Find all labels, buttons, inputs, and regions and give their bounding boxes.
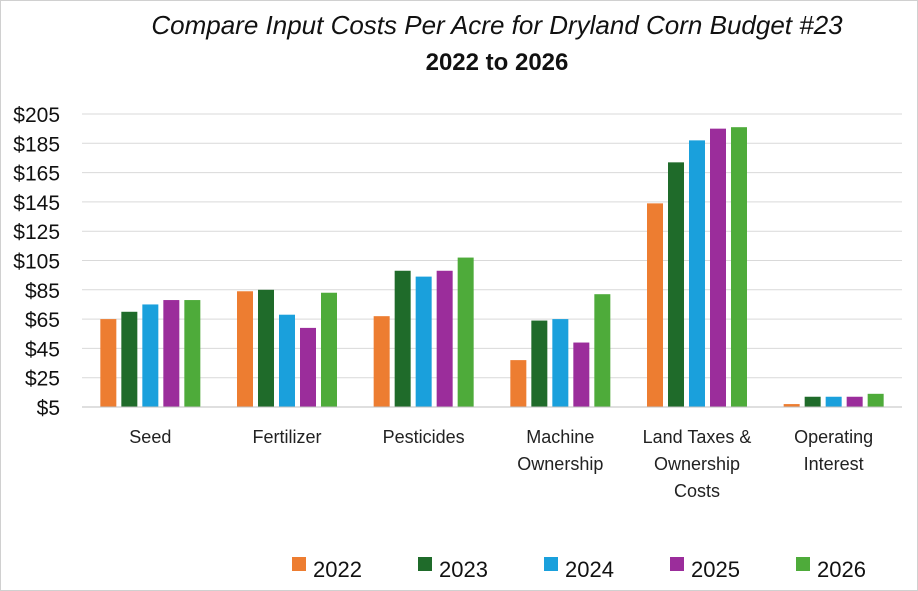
gridlines [82,113,902,379]
chart-title: Compare Input Costs Per Acre for Dryland… [151,10,843,40]
legend-label-2026: 2026 [817,557,866,582]
legend-swatch-2025 [670,557,684,571]
y-tick-label: $65 [25,309,60,332]
bar-2023-seed [121,311,138,407]
bar-2025-machine-ownership [573,342,590,407]
bar-2022-pesticides [373,316,390,407]
legend-swatch-2026 [796,557,810,571]
bars [100,127,884,407]
y-tick-label: $5 [37,397,60,420]
y-tick-label: $145 [13,192,60,215]
chart-subtitle: 2022 to 2026 [426,49,569,76]
bar-2022-land-taxes-ownership-costs [647,203,663,407]
y-tick-label: $105 [13,251,60,274]
bar-2025-land-taxes-ownership-costs [710,128,726,407]
x-tick-label: Pesticides [383,427,465,447]
legend-label-2025: 2025 [691,557,740,582]
x-tick-label: Operating Interest [794,427,873,474]
bar-2023-machine-ownership [531,320,548,407]
bar-2025-operating-interest [846,396,863,407]
bar-2024-seed [142,304,159,407]
bar-2025-pesticides [436,270,453,407]
bar-2022-machine-ownership [510,360,527,407]
x-tick-label: Fertilizer [252,427,321,447]
legend-label-2024: 2024 [565,557,614,582]
bar-2024-pesticides [415,276,432,407]
y-tick-label: $45 [25,338,60,361]
bar-2024-land-taxes-ownership-costs [689,140,705,407]
y-tick-label: $165 [13,163,60,186]
bar-2022-seed [100,319,117,407]
bar-2026-machine-ownership [594,294,611,407]
legend-swatch-2024 [544,557,558,571]
x-tick-label: Machine Ownership [517,427,603,474]
bar-2023-land-taxes-ownership-costs [668,162,684,407]
bar-2022-operating-interest [783,404,800,407]
bar-2023-fertilizer [258,289,274,407]
bar-2026-pesticides [457,257,474,407]
bar-2023-pesticides [394,270,411,407]
axes: $5 $25 $45 $65 $85 $105 $125 $145 $165 $185 $205 Se… [13,104,902,501]
legend-label-2022: 2022 [313,557,362,582]
legend-swatch-2022 [292,557,306,571]
bar-2024-fertilizer [279,314,295,407]
bar-2023-operating-interest [804,396,821,407]
bar-2025-seed [163,300,180,407]
x-tick-label: Seed [129,427,171,447]
bar-2025-fertilizer [300,327,316,407]
legend-swatch-2023 [418,557,432,571]
y-tick-label: $25 [25,368,60,391]
legend-label-2023: 2023 [439,557,488,582]
y-tick-label: $205 [13,104,60,127]
x-tick-label: Land Taxes & Ownership Costs [643,427,752,501]
bar-2024-machine-ownership [552,319,569,407]
bar-2022-fertilizer [237,291,253,407]
y-tick-label: $85 [25,280,60,303]
bar-2026-land-taxes-ownership-costs [731,127,747,407]
legend: 2022 2023 2024 2025 2026 [292,557,866,582]
bar-2026-operating-interest [867,393,884,407]
y-tick-label: $125 [13,221,60,244]
bar-2026-seed [184,300,201,407]
bar-2026-fertilizer [321,292,337,407]
y-tick-label: $185 [13,133,60,156]
bar-2024-operating-interest [825,396,842,407]
